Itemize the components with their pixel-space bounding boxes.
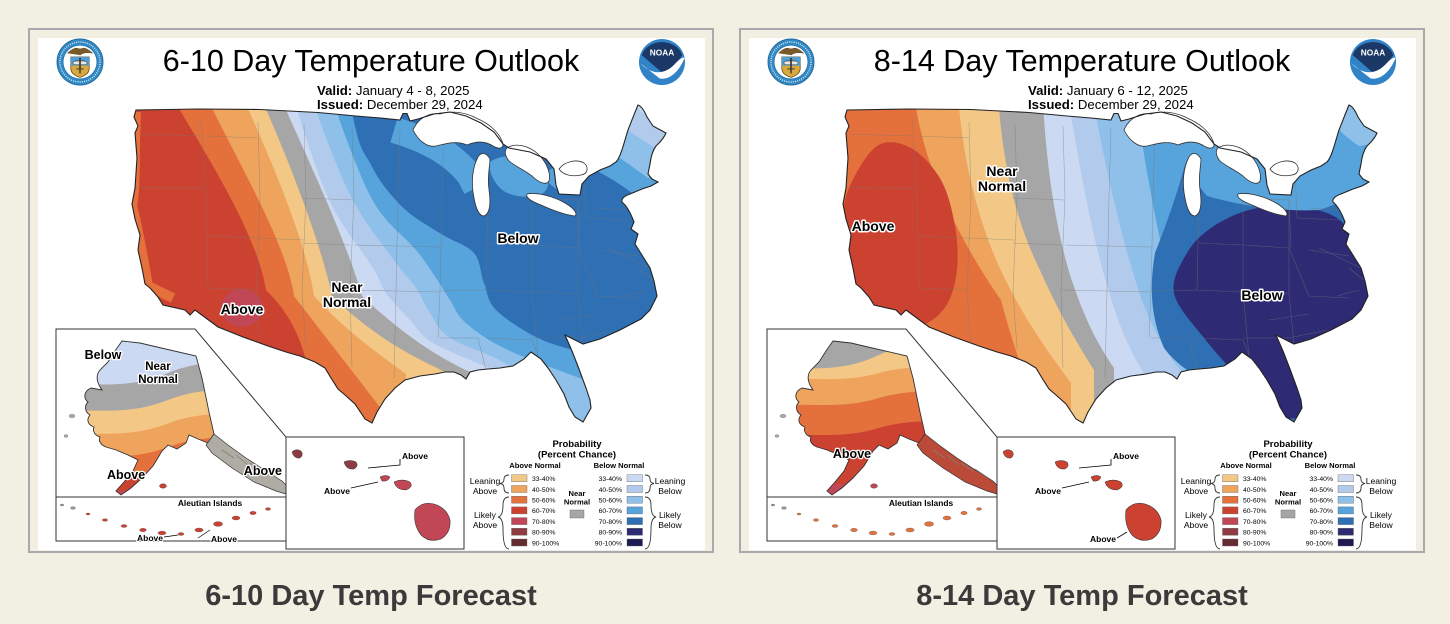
svg-text:70-80%: 70-80%: [1310, 519, 1333, 526]
svg-text:90-100%: 90-100%: [1243, 540, 1270, 547]
svg-text:90-100%: 90-100%: [532, 540, 559, 547]
svg-text:Normal: Normal: [138, 374, 178, 386]
svg-text:Below: Below: [658, 520, 682, 530]
svg-text:8-14 Day Temperature Outlook: 8-14 Day Temperature Outlook: [874, 44, 1291, 78]
svg-text:Leaning: Leaning: [1366, 476, 1397, 486]
svg-text:Below: Below: [1369, 520, 1393, 530]
svg-text:Above: Above: [137, 533, 163, 543]
svg-text:Near: Near: [569, 489, 586, 498]
svg-text:70-80%: 70-80%: [532, 519, 555, 526]
svg-text:Likely: Likely: [474, 510, 497, 520]
svg-text:80-90%: 80-90%: [532, 530, 555, 537]
svg-text:(Percent Chance): (Percent Chance): [1249, 450, 1327, 461]
svg-text:33-40%: 33-40%: [599, 476, 622, 483]
svg-text:Near: Near: [1280, 489, 1297, 498]
svg-text:Above: Above: [852, 218, 895, 234]
svg-text:40-50%: 40-50%: [1310, 487, 1333, 494]
svg-text:80-90%: 80-90%: [1310, 530, 1333, 537]
svg-text:Above: Above: [1184, 520, 1209, 530]
svg-text:Likely: Likely: [659, 510, 682, 520]
svg-text:Normal: Normal: [1275, 498, 1301, 507]
svg-text:Normal: Normal: [323, 294, 371, 310]
svg-text:Above: Above: [1113, 451, 1139, 461]
svg-text:Above: Above: [473, 520, 498, 530]
svg-text:Below Normal: Below Normal: [594, 461, 645, 470]
svg-text:Above: Above: [1035, 486, 1061, 496]
svg-text:90-100%: 90-100%: [595, 540, 622, 547]
svg-text:70-80%: 70-80%: [1243, 519, 1266, 526]
svg-text:50-60%: 50-60%: [532, 498, 555, 505]
svg-text:40-50%: 40-50%: [1243, 487, 1266, 494]
svg-text:Near: Near: [331, 279, 363, 295]
svg-text:(Percent Chance): (Percent Chance): [538, 450, 616, 461]
svg-text:NOAA: NOAA: [1361, 48, 1385, 58]
svg-text:Below: Below: [497, 230, 538, 246]
svg-text:Above: Above: [473, 486, 498, 496]
svg-text:Above Normal: Above Normal: [509, 461, 560, 470]
svg-text:Above: Above: [1090, 534, 1116, 544]
svg-text:Issued: December 29, 2024: Issued: December 29, 2024: [1028, 97, 1194, 112]
svg-text:60-70%: 60-70%: [599, 508, 622, 515]
svg-text:Above Normal: Above Normal: [1220, 461, 1271, 470]
svg-text:Probability: Probability: [552, 439, 602, 450]
svg-text:Below: Below: [1241, 287, 1282, 303]
svg-text:50-60%: 50-60%: [599, 498, 622, 505]
svg-text:90-100%: 90-100%: [1306, 540, 1333, 547]
svg-text:Leaning: Leaning: [470, 476, 501, 486]
svg-text:Probability: Probability: [1263, 439, 1313, 450]
svg-text:60-70%: 60-70%: [1243, 508, 1266, 515]
svg-text:Leaning: Leaning: [655, 476, 686, 486]
svg-text:Leaning: Leaning: [1181, 476, 1212, 486]
svg-text:Above: Above: [402, 451, 428, 461]
svg-text:80-90%: 80-90%: [1243, 530, 1266, 537]
svg-text:Near: Near: [986, 163, 1018, 179]
svg-text:60-70%: 60-70%: [532, 508, 555, 515]
svg-text:Above: Above: [324, 486, 350, 496]
svg-text:Below: Below: [85, 348, 122, 362]
svg-text:NOAA: NOAA: [650, 48, 674, 58]
svg-text:60-70%: 60-70%: [1310, 508, 1333, 515]
svg-text:Above: Above: [107, 468, 145, 482]
svg-text:Above: Above: [1184, 486, 1209, 496]
svg-text:50-60%: 50-60%: [1243, 498, 1266, 505]
svg-text:Valid: January 6 - 12, 2025: Valid: January 6 - 12, 2025: [1028, 83, 1188, 98]
svg-text:70-80%: 70-80%: [599, 519, 622, 526]
svg-text:Aleutian Islands: Aleutian Islands: [178, 498, 243, 508]
svg-text:Normal: Normal: [564, 498, 590, 507]
svg-text:33-40%: 33-40%: [1243, 476, 1266, 483]
svg-text:Near: Near: [145, 361, 171, 373]
svg-text:40-50%: 40-50%: [599, 487, 622, 494]
svg-text:Issued: December 29, 2024: Issued: December 29, 2024: [317, 97, 483, 112]
svg-text:6-10 Day Temperature Outlook: 6-10 Day Temperature Outlook: [163, 44, 580, 78]
svg-text:Above: Above: [221, 301, 264, 317]
svg-text:Below Normal: Below Normal: [1305, 461, 1356, 470]
svg-text:Likely: Likely: [1370, 510, 1393, 520]
svg-text:33-40%: 33-40%: [532, 476, 555, 483]
svg-text:Above: Above: [244, 464, 282, 478]
svg-text:Above: Above: [211, 534, 237, 544]
svg-text:50-60%: 50-60%: [1310, 498, 1333, 505]
svg-text:80-90%: 80-90%: [599, 530, 622, 537]
svg-text:Aleutian Islands: Aleutian Islands: [889, 498, 954, 508]
svg-text:Valid: January 4 - 8, 2025: Valid: January 4 - 8, 2025: [317, 83, 469, 98]
svg-text:40-50%: 40-50%: [532, 487, 555, 494]
svg-text:Above: Above: [833, 447, 871, 461]
svg-text:Likely: Likely: [1185, 510, 1208, 520]
svg-text:Below: Below: [1369, 486, 1393, 496]
svg-text:33-40%: 33-40%: [1310, 476, 1333, 483]
svg-text:Normal: Normal: [978, 178, 1026, 194]
svg-text:Below: Below: [658, 486, 682, 496]
